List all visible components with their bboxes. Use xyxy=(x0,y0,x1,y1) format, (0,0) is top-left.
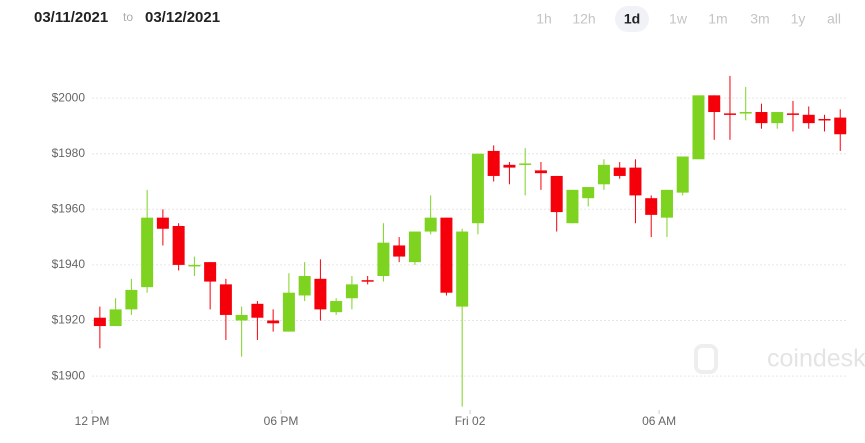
candle-body xyxy=(708,95,721,113)
candle-body xyxy=(172,225,185,265)
candle-body xyxy=(141,217,154,288)
candle-body xyxy=(582,187,595,199)
candle-body xyxy=(188,264,201,267)
candle-body xyxy=(629,167,642,196)
candle-body xyxy=(393,245,406,257)
candle-body xyxy=(818,118,831,121)
candle-body xyxy=(330,301,343,313)
candle-body xyxy=(566,189,579,224)
range-button-bg xyxy=(615,6,649,32)
to-date: 03/12/2021 xyxy=(145,9,220,26)
candle-body xyxy=(487,150,500,176)
candle-body xyxy=(440,217,453,293)
range-button[interactable]: 1h xyxy=(536,11,552,27)
y-tick-label: $1940 xyxy=(52,257,86,271)
range-button[interactable]: 1w xyxy=(669,11,688,27)
candle-body xyxy=(613,167,626,176)
candle-body xyxy=(471,153,484,224)
x-tick-label: Fri 02 xyxy=(455,414,486,428)
range-button[interactable]: all xyxy=(827,11,841,27)
x-tick-label: 06 PM xyxy=(264,414,299,428)
y-tick-label: $1900 xyxy=(52,368,86,382)
candle-body xyxy=(692,95,705,160)
candle-body xyxy=(534,170,547,174)
candle-body xyxy=(660,189,673,218)
candle-body xyxy=(550,175,563,213)
candle-body xyxy=(204,262,217,282)
from-date: 03/11/2021 xyxy=(34,9,108,26)
candle-body xyxy=(755,112,768,124)
range-button[interactable]: 3m xyxy=(750,11,769,27)
watermark-logo xyxy=(694,344,718,374)
candle-body xyxy=(156,217,169,229)
range-button[interactable]: 1y xyxy=(791,11,806,27)
candle-body xyxy=(251,303,264,318)
range-button[interactable]: 12h xyxy=(572,11,595,27)
candle-body xyxy=(519,163,532,165)
candle-body xyxy=(739,112,752,114)
candle-body xyxy=(503,164,516,168)
candle-body xyxy=(456,231,469,307)
candle-body xyxy=(267,320,280,324)
candle-body xyxy=(802,114,815,124)
candle-body xyxy=(219,284,232,315)
y-tick-label: $1980 xyxy=(52,146,86,160)
candle-body xyxy=(298,276,311,296)
y-tick-label: $1920 xyxy=(52,313,86,327)
candle-body xyxy=(597,164,610,185)
candle-body xyxy=(424,217,437,232)
candle-body xyxy=(771,112,784,124)
candle-body xyxy=(723,113,736,115)
candle-body xyxy=(786,113,799,115)
y-tick-label: $1960 xyxy=(52,201,86,215)
range-button[interactable]: 1m xyxy=(708,11,727,27)
candle-body xyxy=(93,317,106,327)
candle-body xyxy=(377,242,390,277)
candle-body xyxy=(676,156,689,193)
candle-body xyxy=(109,309,122,327)
candle-body xyxy=(645,198,658,215)
x-tick-label: 12 PM xyxy=(75,414,110,428)
candle-body xyxy=(235,314,248,321)
candle-body xyxy=(345,284,358,299)
candle-body xyxy=(361,280,374,282)
candle-body xyxy=(125,289,138,310)
date-separator: to xyxy=(123,10,133,24)
candle-body xyxy=(408,231,421,263)
x-tick-label: 06 AM xyxy=(642,414,676,428)
candle-body xyxy=(282,292,295,332)
range-button[interactable]: 1d xyxy=(624,11,640,27)
candle-body xyxy=(314,278,327,310)
watermark: coindesk xyxy=(767,345,865,373)
candle-body xyxy=(834,117,847,135)
y-tick-label: $2000 xyxy=(52,90,86,104)
